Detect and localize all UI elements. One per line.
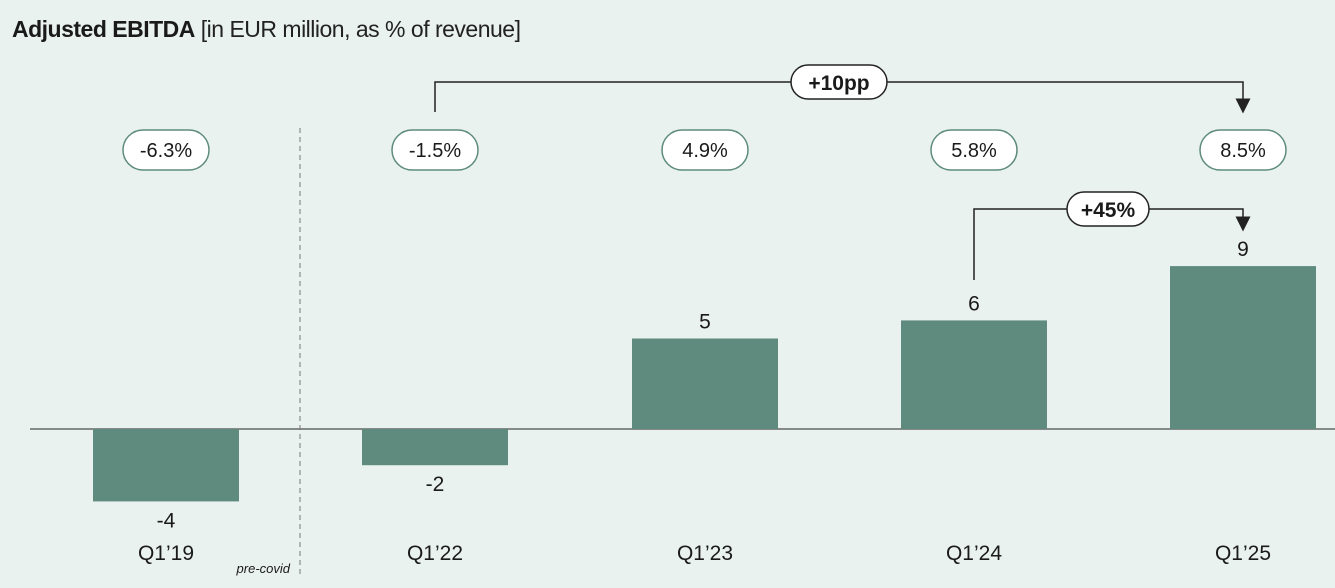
value-label-1: -2 xyxy=(426,473,445,496)
margin-label-0: -6.3% xyxy=(140,140,192,162)
precovid-note: pre-covid xyxy=(236,561,291,576)
bar-3 xyxy=(901,320,1047,429)
category-label-0: Q1’19 xyxy=(138,542,194,565)
chart-title: Adjusted EBITDA [in EUR million, as % of… xyxy=(12,16,521,43)
annotation-label-45pct: +45% xyxy=(1081,199,1136,222)
margin-label-4: 8.5% xyxy=(1220,140,1266,162)
margin-label-3: 5.8% xyxy=(951,140,997,162)
margin-pill-4 xyxy=(1199,129,1287,171)
margin-pill-1 xyxy=(391,129,479,171)
category-label-3: Q1’24 xyxy=(946,542,1002,565)
value-label-2: 5 xyxy=(699,311,711,334)
category-label-1: Q1’22 xyxy=(407,542,463,565)
title-main: Adjusted EBITDA xyxy=(12,16,195,42)
value-label-0: -4 xyxy=(157,509,176,532)
annotation-label-10pp: +10pp xyxy=(808,72,869,95)
category-label-2: Q1’23 xyxy=(677,542,733,565)
margin-pill-2 xyxy=(661,129,749,171)
margin-label-2: 4.9% xyxy=(682,140,728,162)
bar-4 xyxy=(1170,266,1316,429)
value-label-4: 9 xyxy=(1237,238,1249,261)
value-label-3: 6 xyxy=(968,292,980,315)
title-subtitle: [in EUR million, as % of revenue] xyxy=(200,16,521,42)
annotation-pill-10pp xyxy=(790,64,888,100)
annotation-pill-45pct xyxy=(1066,191,1150,227)
margin-pill-3 xyxy=(930,129,1018,171)
category-label-4: Q1’25 xyxy=(1215,542,1271,565)
margin-label-1: -1.5% xyxy=(409,140,461,162)
bar-1 xyxy=(362,429,508,466)
bar-2 xyxy=(632,338,778,429)
bar-0 xyxy=(93,429,239,502)
margin-pill-0 xyxy=(122,129,210,171)
